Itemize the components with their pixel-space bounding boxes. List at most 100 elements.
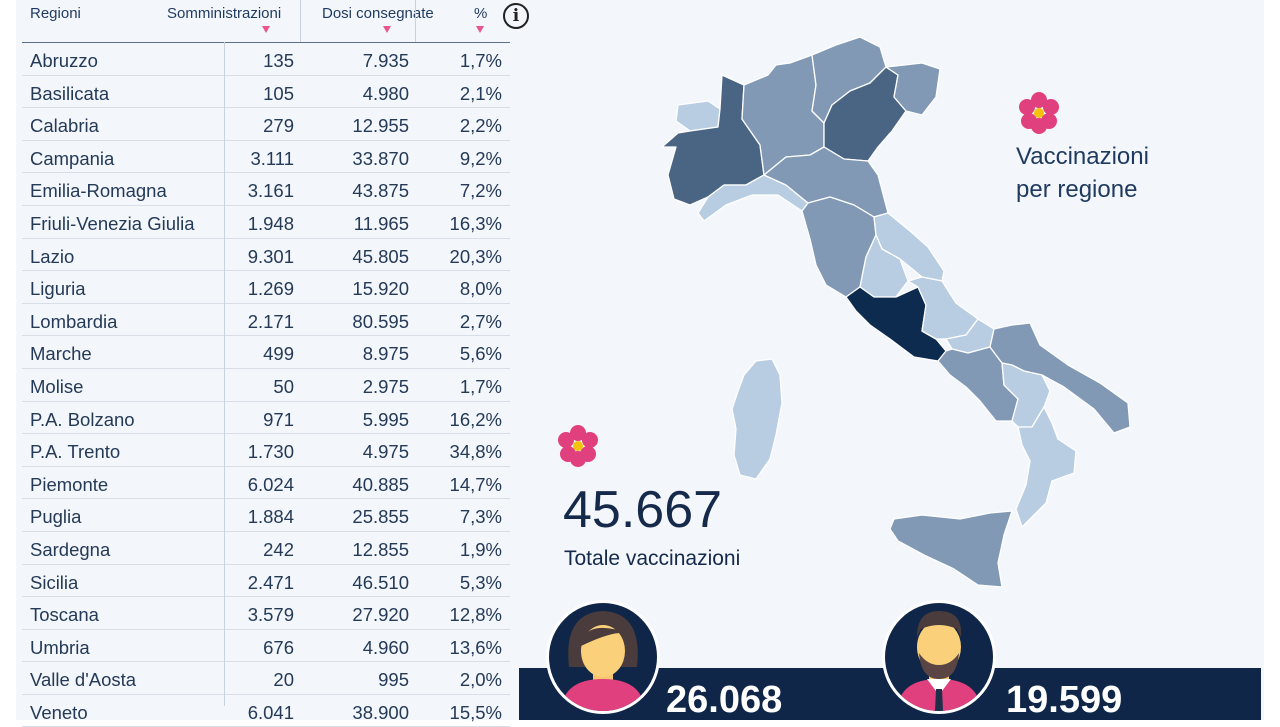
table-row[interactable]: Basilicata 105 4.980 2,1% [22,76,510,109]
cell-dosi-consegnate: 2.975 [362,375,409,397]
cell-dosi-consegnate: 5.995 [362,408,409,430]
cell-somministrazioni: 135 [263,50,294,71]
cell-percent: 7,3% [459,506,502,528]
table-body: Abruzzo 135 7.935 1,7% Basilicata 105 4.980 2,1… [22,43,510,727]
cell-dosi-consegnate: 38.900 [352,701,409,723]
cell-somministrazioni: 676 [263,636,294,658]
column-divider [224,42,225,706]
flower-icon [1019,92,1059,134]
region-sardegna[interactable] [731,358,783,480]
cell-percent: 16,2% [449,408,502,430]
cell-somministrazioni: 3.161 [247,180,294,202]
sort-desc-icon[interactable] [383,26,391,33]
cell-percent: 1,7% [459,375,502,397]
cell-dosi-consegnate: 12.955 [352,115,409,137]
cell-dosi-consegnate: 27.920 [352,604,409,626]
region-valle-d-aosta[interactable] [675,100,721,132]
cell-percent: 14,7% [449,473,502,495]
male-avatar-icon [882,600,996,714]
header-divider [415,0,416,42]
cell-percent: 34,8% [449,441,502,463]
cell-region: Valle d'Aosta [30,669,137,691]
female-avatar-icon [546,600,660,714]
cell-region: Lazio [30,245,75,267]
cell-somministrazioni: 3.579 [247,604,294,626]
cell-somministrazioni: 50 [273,375,294,397]
table-row[interactable]: Marche 499 8.975 5,6% [22,336,510,369]
cell-region: Calabria [30,115,99,137]
sort-desc-icon[interactable] [262,26,270,33]
cell-percent: 15,5% [449,701,502,723]
region-calabria[interactable] [1015,406,1077,528]
cell-somministrazioni: 1.730 [247,441,294,463]
region-friuli-venezia-giulia[interactable] [885,62,941,116]
table-row[interactable]: Toscana 3.579 27.920 12,8% [22,597,510,630]
cell-percent: 12,8% [449,604,502,626]
cell-somministrazioni: 242 [263,538,294,560]
cell-somministrazioni: 2.171 [247,310,294,332]
cell-somministrazioni: 279 [263,115,294,137]
table-row[interactable]: Sicilia 2.471 46.510 5,3% [22,565,510,598]
cell-percent: 5,3% [459,571,502,593]
cell-region: Molise [30,375,84,397]
map-title: Vaccinazioni per regione [1016,140,1149,206]
region-table: Regioni Somministrazioni Dosi consegnate… [22,0,510,727]
cell-somministrazioni: 2.471 [247,571,294,593]
cell-dosi-consegnate: 12.855 [352,538,409,560]
cell-region: Emilia-Romagna [30,180,167,202]
cell-percent: 8,0% [459,278,502,300]
region-sicilia[interactable] [889,510,1013,588]
table-row[interactable]: Puglia 1.884 25.855 7,3% [22,499,510,532]
table-row[interactable]: Liguria 1.269 15.920 8,0% [22,271,510,304]
table-row[interactable]: Valle d'Aosta 20 995 2,0% [22,662,510,695]
table-row[interactable]: Molise 50 2.975 1,7% [22,369,510,402]
cell-dosi-consegnate: 11.965 [353,212,409,234]
cell-dosi-consegnate: 45.805 [352,245,409,267]
cell-percent: 1,9% [459,538,502,560]
cell-region: Umbria [30,636,90,658]
table-row[interactable]: P.A. Trento 1.730 4.975 34,8% [22,434,510,467]
table-row[interactable]: Lombardia 2.171 80.595 2,7% [22,304,510,337]
total-vaccinations-value: 45.667 [563,481,723,539]
table-row[interactable]: Friuli-Venezia Giulia 1.948 11.965 16,3% [22,206,510,239]
male-count: 19.599 [1006,679,1123,721]
cell-somministrazioni: 1.884 [247,506,294,528]
cell-somministrazioni: 6.041 [247,701,294,723]
table-row[interactable]: Piemonte 6.024 40.885 14,7% [22,467,510,500]
cell-region: Sardegna [30,538,111,560]
header-regioni[interactable]: Regioni [30,5,81,22]
cell-somministrazioni: 6.024 [247,473,294,495]
cell-percent: 2,0% [459,669,502,691]
table-row[interactable]: Campania 3.111 33.870 9,2% [22,141,510,174]
header-percent[interactable]: % [474,5,488,22]
sort-desc-icon[interactable] [476,26,484,33]
cell-dosi-consegnate: 80.595 [352,310,409,332]
flower-icon [558,425,598,467]
table-row[interactable]: Veneto 6.041 38.900 15,5% [22,695,510,727]
cell-somministrazioni: 105 [263,82,294,104]
table-row[interactable]: Lazio 9.301 45.805 20,3% [22,239,510,272]
cell-region: Friuli-Venezia Giulia [30,212,195,234]
header-dosi-consegnate[interactable]: Dosi consegnate [322,5,434,22]
info-icon[interactable]: i [503,3,529,29]
table-row[interactable]: Emilia-Romagna 3.161 43.875 7,2% [22,173,510,206]
map-title-line1: Vaccinazioni [1016,143,1149,170]
cell-dosi-consegnate: 43.875 [352,180,409,202]
table-row[interactable]: Calabria 279 12.955 2,2% [22,108,510,141]
table-row[interactable]: Abruzzo 135 7.935 1,7% [22,43,510,76]
cell-region: Marche [30,343,92,365]
table-row[interactable]: Sardegna 242 12.855 1,9% [22,532,510,565]
cell-region: Puglia [30,506,82,528]
cell-dosi-consegnate: 4.960 [362,636,409,658]
cell-region: Veneto [30,701,88,723]
header-somministrazioni[interactable]: Somministrazioni [167,5,282,22]
cell-dosi-consegnate: 40.885 [352,473,409,495]
cell-region: Toscana [30,604,99,626]
cell-somministrazioni: 20 [273,669,294,691]
table-row[interactable]: P.A. Bolzano 971 5.995 16,2% [22,402,510,435]
cell-percent: 20,3% [449,245,502,267]
cell-region: P.A. Bolzano [30,408,135,430]
table-row[interactable]: Umbria 676 4.960 13,6% [22,630,510,663]
cell-dosi-consegnate: 33.870 [352,147,409,169]
cell-region: Abruzzo [30,50,98,71]
